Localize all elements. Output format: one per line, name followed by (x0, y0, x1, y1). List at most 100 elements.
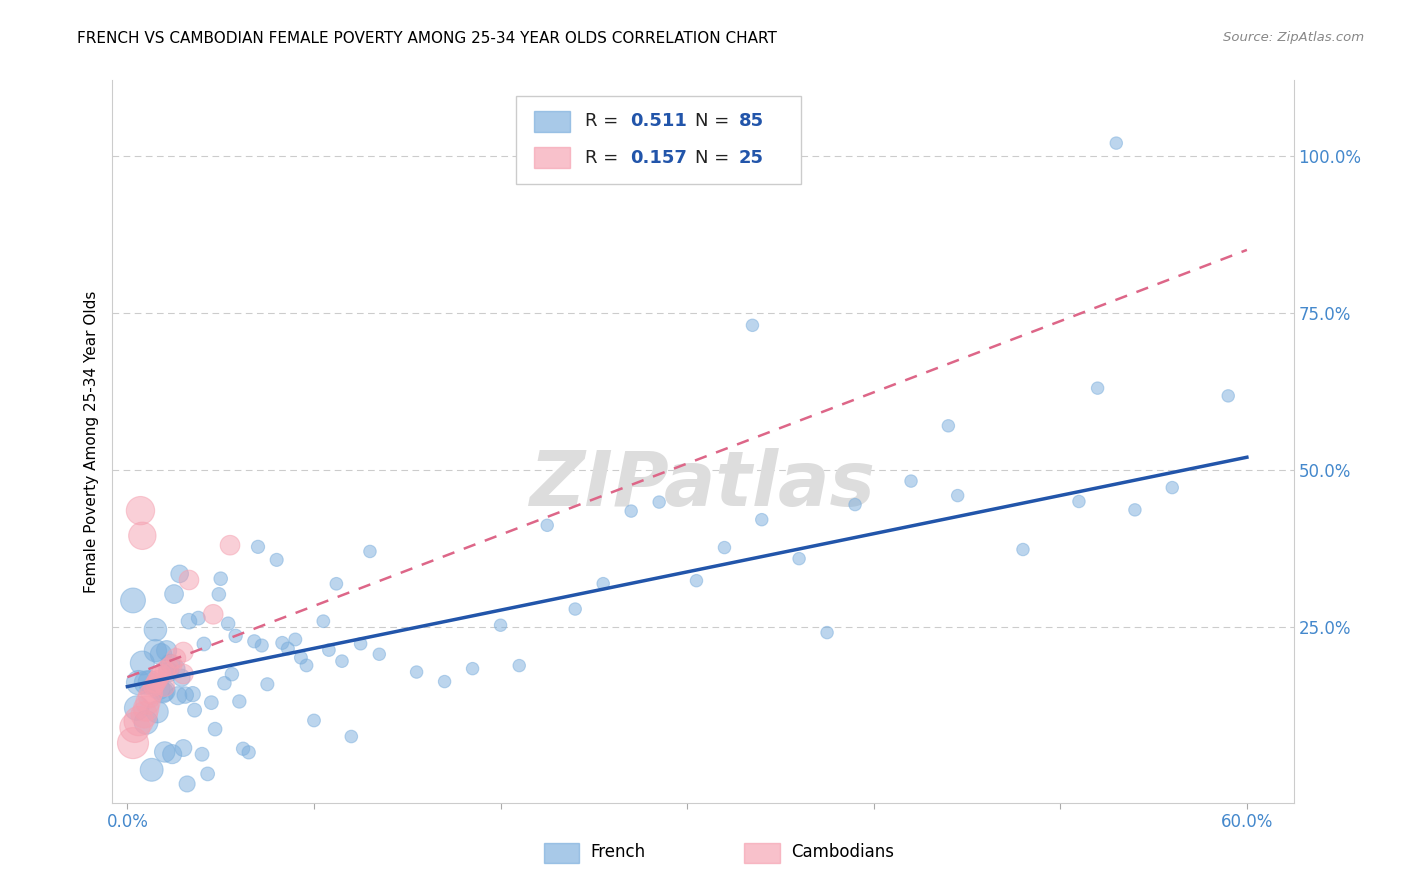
Text: 85: 85 (738, 112, 763, 130)
Point (150, 667, 173, 681)
Point (152, 685, 174, 699)
Point (405, 665, 427, 679)
Point (159, 657, 181, 671)
Point (191, 747, 214, 762)
Point (340, 730, 363, 744)
Point (176, 777, 198, 791)
Point (564, 602, 586, 616)
Point (145, 676, 167, 690)
Point (153, 680, 176, 694)
Point (214, 676, 236, 690)
Point (145, 643, 167, 657)
Point (1105, 136, 1128, 150)
Point (751, 513, 773, 527)
Point (157, 661, 180, 675)
Point (172, 667, 194, 681)
Point (135, 715, 157, 730)
Point (170, 671, 193, 685)
Point (219, 538, 242, 552)
Point (148, 670, 170, 684)
Point (295, 658, 318, 673)
Point (592, 576, 614, 591)
Point (145, 623, 167, 637)
Point (136, 695, 159, 709)
Point (128, 714, 150, 728)
Point (312, 614, 335, 628)
Point (163, 587, 186, 601)
Point (946, 489, 969, 503)
Point (349, 637, 371, 651)
Point (172, 645, 194, 659)
Point (1067, 494, 1090, 508)
Point (148, 681, 170, 696)
Point (489, 618, 512, 632)
Point (359, 544, 381, 558)
Text: 0.511: 0.511 (630, 112, 686, 130)
Point (368, 647, 391, 661)
Point (318, 643, 340, 657)
Point (172, 741, 194, 756)
Point (713, 541, 735, 555)
Point (536, 518, 558, 533)
Point (124, 720, 146, 734)
Point (142, 680, 165, 694)
Point (153, 664, 176, 678)
Point (250, 639, 273, 653)
Point (325, 576, 347, 591)
Point (181, 687, 204, 701)
Point (1218, 389, 1240, 403)
Point (787, 551, 810, 566)
Point (131, 656, 153, 670)
Point (204, 722, 226, 736)
Point (844, 498, 866, 512)
Text: Cambodians: Cambodians (792, 843, 894, 861)
Point (433, 674, 456, 689)
FancyBboxPatch shape (534, 111, 569, 132)
Point (685, 574, 707, 588)
Point (197, 767, 219, 781)
Point (165, 651, 187, 665)
Point (217, 616, 239, 631)
Point (900, 474, 922, 488)
Point (225, 629, 247, 643)
FancyBboxPatch shape (544, 843, 579, 863)
Text: 25: 25 (738, 149, 763, 167)
Point (271, 636, 294, 650)
Text: R =: R = (585, 112, 624, 130)
Point (131, 529, 153, 543)
Point (247, 540, 270, 554)
Point (125, 701, 148, 715)
Point (157, 665, 180, 679)
Point (177, 614, 200, 628)
Point (146, 705, 169, 719)
Point (461, 662, 484, 676)
Point (135, 701, 157, 715)
Point (221, 667, 243, 681)
Point (620, 504, 643, 518)
Point (208, 587, 231, 601)
FancyBboxPatch shape (516, 96, 801, 184)
Text: French: French (591, 843, 645, 861)
Point (146, 673, 169, 688)
Point (1087, 381, 1109, 395)
Point (193, 637, 215, 651)
Point (160, 747, 183, 761)
Point (648, 495, 671, 509)
Text: FRENCH VS CAMBODIAN FEMALE POVERTY AMONG 25-34 YEAR OLDS CORRELATION CHART: FRENCH VS CAMBODIAN FEMALE POVERTY AMONG… (77, 31, 778, 46)
Point (290, 650, 312, 665)
Point (741, 318, 763, 333)
Point (129, 503, 152, 517)
Text: 0.157: 0.157 (630, 149, 686, 167)
Point (815, 625, 838, 640)
Point (243, 634, 266, 648)
Point (256, 677, 278, 691)
Point (187, 611, 209, 625)
Point (153, 684, 176, 698)
Point (202, 607, 225, 622)
Point (139, 675, 162, 690)
Point (155, 643, 177, 657)
Point (141, 686, 163, 700)
Point (238, 745, 260, 759)
Point (122, 593, 145, 607)
FancyBboxPatch shape (744, 843, 780, 863)
